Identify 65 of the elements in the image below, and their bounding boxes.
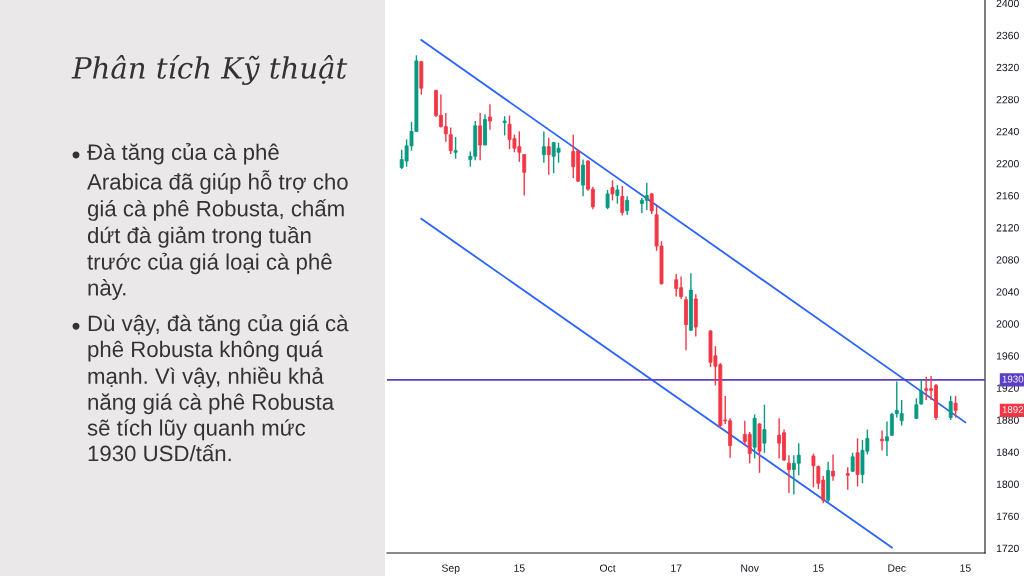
candlestick: [796, 442, 801, 476]
candlestick: [615, 184, 620, 205]
y-tick-label: 2040: [996, 288, 1019, 296]
candlestick: [448, 126, 453, 155]
y-tick-label: 1840: [996, 448, 1019, 456]
y-tick-label: 2400: [996, 0, 1019, 8]
candlestick: [649, 192, 654, 215]
y-tick-label: 2240: [996, 127, 1019, 136]
candlestick: [487, 103, 492, 131]
text: 1892: [1002, 406, 1024, 413]
x-tick-label: 17: [671, 564, 682, 572]
y-tick-label: 1720: [996, 544, 1019, 553]
text: Dù vậy, đà tăng của giá cà phê Robusta không quá mạnh. Vì vậy, nhiều khả năng giá cà phê Robusta sẽ tích lũy quanh mức 1930 USD/tấn.: [87, 314, 349, 462]
x-tick-label: 15: [960, 564, 971, 572]
candlestick: [786, 454, 791, 494]
candlestick: [811, 452, 816, 488]
candlestick: [644, 182, 649, 211]
candlestick: [541, 130, 546, 164]
y-tick-label: 2080: [996, 256, 1019, 264]
y-tick-label: 2120: [996, 224, 1019, 232]
candlestick: [889, 412, 894, 437]
text: Phân tích Kỹ thuật: [71, 55, 348, 85]
candlestick: [453, 136, 458, 160]
text: Đà tăng của cà phê Arabica đã giúp hỗ trợ cho giá cà phê Robusta, chấm dứt đà giảm trong tuần trước của giá loại cà phê này.: [87, 143, 348, 301]
candlestick: [620, 185, 625, 217]
y-tick-label: 1800: [996, 480, 1019, 488]
candlestick: [845, 466, 850, 491]
y-tick-label: 1880: [996, 416, 1019, 424]
candlestick: [747, 431, 752, 464]
candlestick: [762, 404, 767, 454]
y-tick-label: 1960: [996, 352, 1019, 360]
x-tick-label: Sep: [441, 564, 460, 574]
candlestick: [443, 112, 448, 143]
y-tick-label: 2320: [996, 63, 1019, 72]
x-tick-label: 15: [813, 564, 824, 572]
y-tick-label: 1920: [996, 384, 1019, 392]
candlestick: [674, 273, 679, 298]
x-tick-label: Oct: [599, 564, 616, 572]
candlestick: [522, 153, 527, 197]
ref-line-label: 1930: [1002, 375, 1024, 383]
x-tick-label: Nov: [741, 564, 759, 572]
candlestick: [948, 395, 953, 421]
candlestick: [855, 437, 860, 488]
candlestick: [885, 420, 889, 457]
candlestick: [478, 112, 483, 161]
candlestick: [581, 158, 586, 198]
x-tick-label: 15: [514, 564, 525, 572]
y-tick-label: 2200: [996, 160, 1019, 168]
candlestick: [610, 179, 615, 202]
candlestick: [831, 453, 835, 482]
y-tick-label: 2280: [996, 95, 1019, 104]
candlestick: [777, 417, 782, 460]
candlestick: [502, 115, 507, 137]
candlestick: [571, 133, 576, 179]
y-tick-label: 2000: [996, 320, 1019, 328]
candlestick: [605, 189, 610, 210]
candlestick: [546, 137, 551, 176]
y-tick-label: 2360: [996, 31, 1019, 40]
x-tick-label: Dec: [888, 564, 906, 572]
candlestick: [953, 395, 958, 419]
candlestick: [924, 375, 929, 401]
y-tick-label: 1760: [996, 512, 1019, 521]
candlestick: [625, 195, 630, 216]
candlestick: [899, 399, 904, 427]
y-tick-label: 2160: [996, 192, 1019, 200]
